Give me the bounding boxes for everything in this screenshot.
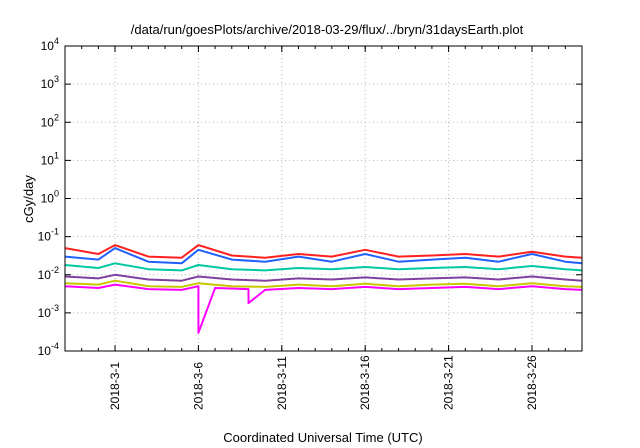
x-tick-label: 2018-3-11 (275, 356, 289, 410)
x-axis-label: Coordinated Universal Time (UTC) (223, 430, 422, 445)
x-tick-label: 2018-3-26 (525, 355, 539, 410)
axis-ticks: 10-4 10-3 10-2 10-1 100 101 102 103 104 2018-3-1 2… (38, 36, 582, 410)
y-tick-label: 10-3 (38, 303, 59, 320)
x-tick-label: 2018-3-6 (191, 362, 205, 410)
series-line (64, 262, 583, 272)
chart-title: /data/run/goesPlots/archive/2018-03-29/f… (131, 22, 524, 37)
series-line (64, 283, 583, 334)
x-tick-label: 2018-3-1 (108, 362, 122, 410)
y-tick-label: 10-4 (38, 341, 59, 358)
plot-frame (64, 45, 583, 352)
y-tick-label: 10-1 (38, 227, 59, 244)
series-line (64, 279, 583, 288)
series-line (64, 247, 583, 265)
y-tick-label: 102 (41, 112, 59, 129)
y-tick-label: 104 (41, 36, 59, 53)
y-tick-label: 103 (41, 74, 59, 91)
x-tick-label: 2018-3-16 (358, 355, 372, 410)
y-tick-label: 101 (41, 150, 59, 167)
series-line (64, 244, 583, 259)
series-line (64, 273, 583, 282)
y-tick-label: 100 (41, 189, 59, 206)
x-tick-label: 2018-3-21 (442, 355, 456, 410)
data-series (64, 244, 583, 334)
grid-lines (65, 46, 582, 351)
y-tick-label: 10-2 (38, 265, 59, 282)
y-axis-label: cGy/day (21, 175, 36, 223)
